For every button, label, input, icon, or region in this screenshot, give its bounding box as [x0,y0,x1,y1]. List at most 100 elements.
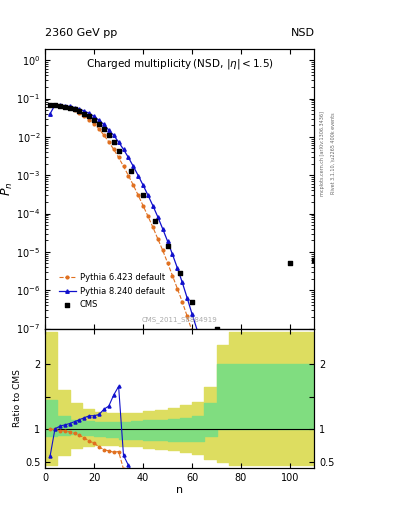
CMS [52,101,58,109]
Pythia 6.423 default [214,395,219,401]
Pythia 8.240 default [155,214,160,220]
Pythia 8.240 default [101,121,106,127]
Y-axis label: Ratio to CMS: Ratio to CMS [13,370,22,428]
Pythia 8.240 default [57,102,62,108]
CMS [72,105,78,114]
Pythia 6.423 default [87,117,92,123]
CMS [91,116,97,124]
CMS [140,191,146,199]
Pythia 8.240 default [111,132,116,138]
CMS [81,110,88,118]
Pythia 8.240 default [82,108,87,114]
Pythia 6.423 default [82,113,87,119]
CMS [238,348,244,356]
Pythia 6.423 default [226,433,231,439]
CMS [101,125,107,133]
Pythia 6.423 default [111,146,116,153]
Pythia 8.240 default [92,113,97,119]
CMS [189,297,195,306]
Pythia 8.240 default [62,102,67,109]
Pythia 6.423 default [116,155,121,161]
Pythia 8.240 default [77,106,82,112]
Pythia 6.423 default [107,139,111,145]
Pythia 6.423 default [67,105,72,112]
CMS [57,101,63,110]
Pythia 8.240 default [239,482,243,488]
Pythia 6.423 default [92,121,97,127]
CMS [262,356,268,364]
CMS [213,325,220,333]
Pythia 6.423 default [180,298,185,305]
CMS [47,101,53,109]
Pythia 8.240 default [126,155,131,161]
CMS [76,108,83,116]
Legend: Pythia 6.423 default, Pythia 8.240 default, CMS: Pythia 6.423 default, Pythia 8.240 defau… [57,272,167,310]
CMS [177,269,183,277]
Pythia 6.423 default [131,182,136,188]
Text: CMS_2011_S8884919: CMS_2011_S8884919 [142,316,218,323]
Pythia 8.240 default [136,173,141,179]
Pythia 6.423 default [57,103,62,109]
Pythia 8.240 default [160,226,165,232]
Text: mcplots.cern.ch [arXiv:1306.3436]: mcplots.cern.ch [arXiv:1306.3436] [320,111,325,196]
Pythia 6.423 default [190,328,195,334]
Text: NSD: NSD [290,28,314,38]
Pythia 6.423 default [72,108,77,114]
Pythia 8.240 default [170,251,175,258]
Pythia 6.423 default [155,236,160,242]
Text: Charged multiplicity$\,({\rm NSD},\,|\eta| < 1.5)$: Charged multiplicity$\,({\rm NSD},\,|\et… [86,57,274,71]
Pythia 8.240 default [48,111,52,117]
Pythia 8.240 default [185,295,189,301]
Pythia 8.240 default [53,102,57,108]
Pythia 8.240 default [202,349,207,355]
Pythia 6.423 default [53,102,57,108]
CMS [116,146,122,155]
CMS [106,131,112,139]
Pythia 8.240 default [146,192,151,198]
Pythia 8.240 default [131,163,136,169]
Pythia 6.423 default [141,203,145,209]
Pythia 8.240 default [165,238,170,244]
Pythia 8.240 default [121,146,126,153]
CMS [287,259,293,267]
Pythia 6.423 default [202,361,207,367]
CMS [66,104,73,112]
Pythia 6.423 default [136,192,141,198]
Pythia 6.423 default [77,110,82,116]
CMS [62,102,68,111]
Pythia 8.240 default [190,311,195,317]
Pythia 8.240 default [97,117,101,123]
Line: Pythia 6.423 default: Pythia 6.423 default [49,103,316,512]
Text: 2360 GeV pp: 2360 GeV pp [45,28,118,38]
Pythia 8.240 default [72,104,77,111]
Pythia 6.423 default [121,163,126,169]
X-axis label: n: n [176,485,184,495]
Pythia 6.423 default [160,247,165,253]
Pythia 6.423 default [101,132,106,138]
Text: Rivet 3.1.10, \u2265 400k events: Rivet 3.1.10, \u2265 400k events [330,113,335,195]
CMS [152,217,158,225]
Pythia 8.240 default [226,435,231,441]
Pythia 6.423 default [126,173,131,179]
Pythia 8.240 default [151,203,155,209]
Pythia 6.423 default [48,102,52,108]
Pythia 8.240 default [180,280,185,286]
CMS [86,112,92,120]
CMS [96,120,102,128]
CMS [128,167,134,176]
Line: Pythia 8.240 default: Pythia 8.240 default [48,103,316,512]
Pythia 8.240 default [87,110,92,116]
Pythia 6.423 default [165,260,170,266]
CMS [164,242,171,250]
Pythia 6.423 default [185,313,189,319]
Pythia 8.240 default [175,265,180,271]
Pythia 6.423 default [62,104,67,110]
Pythia 6.423 default [97,126,101,132]
CMS [110,138,117,146]
Pythia 6.423 default [170,272,175,279]
Pythia 8.240 default [141,182,145,188]
Pythia 6.423 default [151,224,155,230]
CMS [311,257,318,265]
Y-axis label: $P_n$: $P_n$ [0,181,15,196]
Pythia 8.240 default [214,391,219,397]
